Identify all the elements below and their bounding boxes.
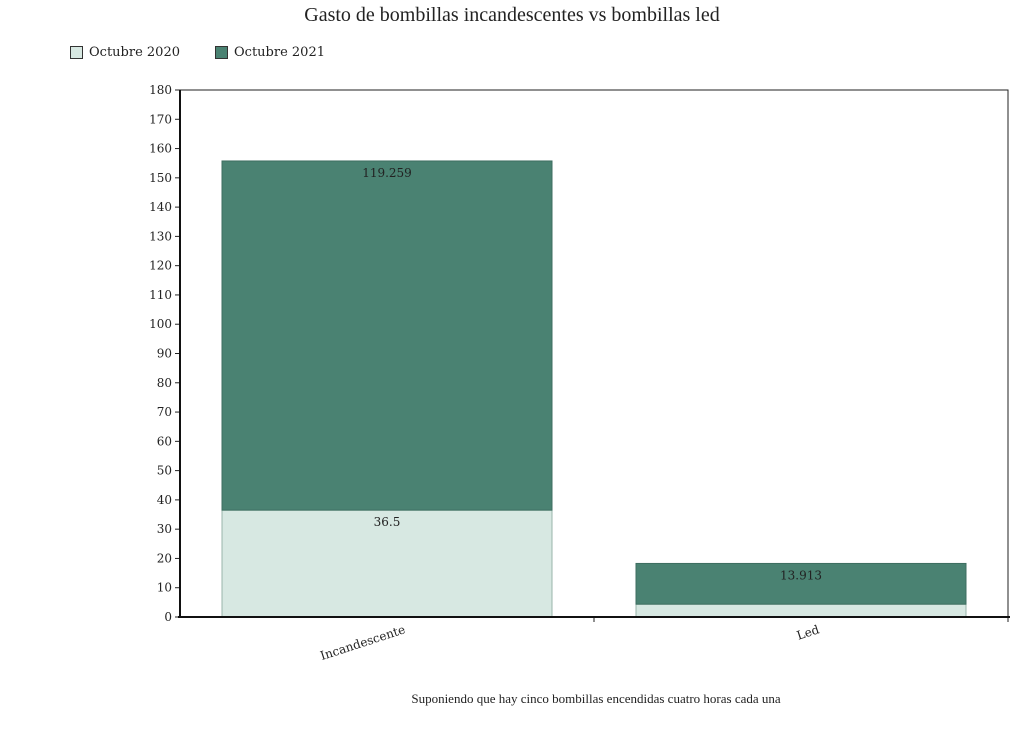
data-label: 36.5 [374, 515, 401, 529]
legend-label: Octubre 2021 [234, 45, 325, 60]
x-tick-label: Led [795, 622, 821, 642]
y-tick-label: 110 [149, 288, 172, 302]
y-tick-label: 0 [164, 610, 172, 624]
legend-swatch [70, 46, 83, 59]
data-label: 119.259 [362, 166, 412, 180]
y-tick-label: 70 [157, 405, 172, 419]
y-tick-label: 140 [149, 200, 172, 214]
bar-led-octubre-2020 [635, 603, 967, 618]
x-tick-label: Incandescente [318, 622, 406, 663]
y-tick-label: 90 [157, 347, 172, 361]
y-tick-label: 100 [149, 317, 172, 331]
y-tick-label: 180 [149, 83, 172, 97]
bar-incandescente-octubre-2020 [221, 509, 553, 618]
y-tick-label: 150 [149, 171, 172, 185]
legend-label: Octubre 2020 [89, 45, 180, 60]
y-tick-label: 20 [157, 551, 172, 565]
chart-caption: Suponiendo que hay cinco bombillas encen… [411, 691, 781, 706]
y-tick-label: 50 [157, 464, 172, 478]
y-tick-label: 120 [149, 259, 172, 273]
legend-swatch [215, 46, 228, 59]
y-tick-label: 30 [157, 522, 172, 536]
y-tick-label: 170 [149, 112, 172, 126]
legend-item-2021[interactable]: Octubre 2021 [215, 45, 325, 60]
y-tick-label: 60 [157, 434, 172, 448]
bar-incandescente-octubre-2021 [221, 160, 553, 511]
y-tick-label: 160 [149, 142, 172, 156]
y-tick-label: 130 [149, 229, 172, 243]
y-tick-label: 10 [157, 581, 172, 595]
y-tick-label: 40 [157, 493, 172, 507]
legend-item-2020[interactable]: Octubre 2020 [70, 45, 180, 60]
data-label: 13.913 [780, 568, 822, 582]
bar-led-octubre-2021 [635, 562, 967, 605]
y-tick-label: 80 [157, 376, 172, 390]
chart-title: Gasto de bombillas incandescentes vs bom… [304, 4, 720, 26]
